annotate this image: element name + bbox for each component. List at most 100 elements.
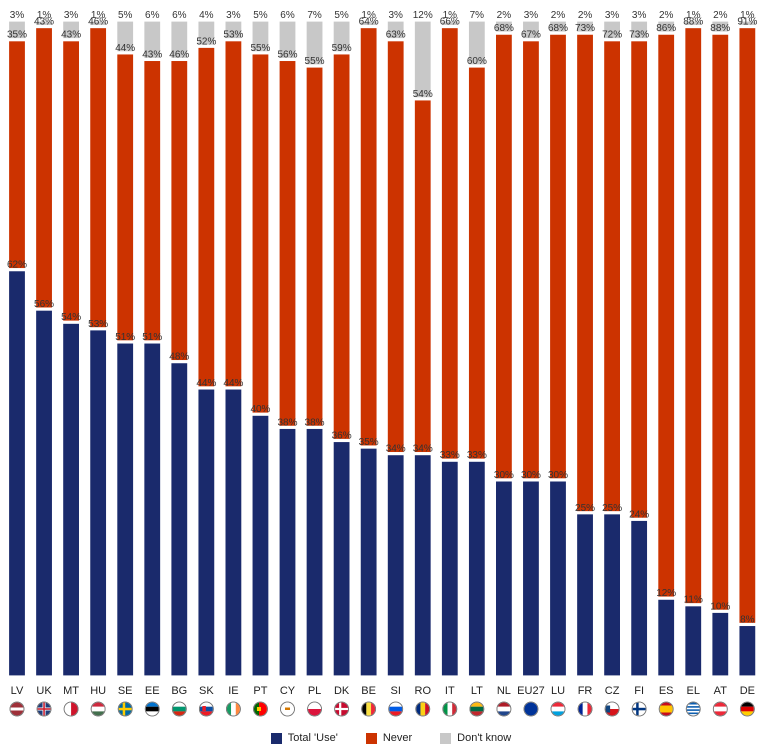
value-label-use-mt: 54% [61,312,81,323]
bar-use-at [711,611,730,677]
legend-label-dont-know: Don't know [457,732,512,744]
bar-dont-know-mt [61,20,81,40]
category-label-cy: CY [280,685,296,697]
value-label-dont-know-at: 2% [713,10,728,21]
value-label-dont-know-lv: 3% [10,10,25,21]
value-label-never-dk: 59% [332,43,352,54]
value-label-dont-know-bg: 6% [172,10,187,21]
estonia-flag-icon [144,701,160,717]
bar-use-nl [494,480,513,677]
category-label-sk: SK [199,685,214,697]
value-label-never-pt: 55% [250,43,270,54]
bar-dont-know-dk [332,20,351,53]
category-label-nl: NL [497,685,511,697]
value-label-dont-know-el: 1% [686,10,701,21]
bar-never-bg [170,59,189,362]
bar-dont-know-pt [251,20,270,53]
bar-use-sk [197,388,216,677]
legend-swatch-use [270,732,282,744]
bar-dont-know-cz [602,20,622,40]
value-label-use-uk: 56% [34,299,54,310]
bar-use-mt [61,322,81,677]
bar-never-se [116,53,135,342]
poland-flag-icon [307,701,322,717]
bar-dont-know-be [359,20,378,27]
value-label-use-be: 35% [359,437,379,448]
category-label-mt: MT [63,685,79,697]
netherlands-flag-icon [496,701,512,717]
bar-never-fr [575,33,595,513]
value-label-dont-know-eu27: 3% [524,10,539,21]
category-label-dk: DK [334,685,350,697]
category-label-se: SE [118,685,133,697]
value-label-never-lv: 35% [7,30,27,41]
bar-use-pl [305,427,324,677]
bar-never-lu [548,33,568,480]
lithuania-flag-icon [469,701,485,717]
bar-use-si [386,454,405,677]
legend-item-never: Never [365,732,412,744]
value-label-never-it: 66% [440,17,460,28]
bar-never-de [738,26,757,625]
bar-use-el [684,605,703,677]
legend: Total 'Use' Never Don't know [0,729,782,747]
bar-dont-know-at [711,20,730,33]
bar-dont-know-ee [143,20,162,60]
hungary-flag-icon [90,701,106,717]
bar-dont-know-el [684,20,703,27]
bar-dont-know-ie [224,20,243,40]
bar-use-es [657,598,676,677]
value-label-dont-know-fr: 2% [578,10,593,21]
bar-dont-know-uk [34,20,54,27]
value-label-dont-know-mt: 3% [64,10,79,21]
bar-use-bg [170,362,189,677]
bar-dont-know-si [386,20,405,40]
value-label-dont-know-cz: 3% [605,10,620,21]
bar-use-cy [278,427,297,677]
value-label-use-si: 34% [386,444,406,455]
value-label-dont-know-sk: 4% [199,10,214,21]
category-label-de: DE [740,685,755,697]
sweden-flag-icon [117,701,133,717]
bar-dont-know-nl [494,20,513,33]
slovenia-flag-icon [388,701,404,717]
value-label-use-nl: 30% [494,470,514,481]
bar-never-sk [197,46,216,388]
cyprus-flag-icon [280,701,295,717]
luxembourg-flag-icon [550,701,566,717]
value-label-never-el: 88% [683,17,703,28]
value-label-never-cz: 72% [602,30,622,41]
category-label-es: ES [659,685,674,697]
value-label-dont-know-lt: 7% [470,10,485,21]
value-label-use-fi: 24% [629,509,649,520]
bar-dont-know-lv [7,20,27,40]
value-label-dont-know-ie: 3% [226,10,241,21]
bar-use-pt [251,414,270,677]
uk-flag-icon [36,701,52,717]
bar-never-cz [602,40,622,513]
category-label-lu: LU [551,685,565,697]
bulgaria-flag-icon [171,701,187,717]
legend-swatch-dont-know [440,732,452,744]
value-label-use-bg: 48% [169,352,189,363]
value-label-dont-know-hu: 1% [91,10,106,21]
value-label-use-eu27: 30% [521,470,541,481]
category-label-uk: UK [36,685,52,697]
value-label-never-ie: 53% [223,30,243,41]
legend-label-use: Total 'Use' [287,732,338,744]
category-label-be: BE [361,685,376,697]
value-label-never-sk: 52% [196,36,216,47]
category-label-el: EL [687,685,700,697]
bar-never-el [684,26,703,605]
category-label-ie: IE [228,685,238,697]
value-label-dont-know-uk: 1% [37,10,52,21]
value-label-dont-know-de: 1% [740,10,755,21]
value-label-use-sk: 44% [196,378,216,389]
value-label-never-cy: 56% [277,49,297,60]
bar-never-pt [251,53,270,414]
value-labels-group: 62%35%3%56%43%1%54%43%3%53%46%1%51%44%5%… [7,10,757,625]
bar-never-dk [332,53,351,441]
bar-never-pl [305,66,324,427]
value-label-use-dk: 36% [332,430,352,441]
